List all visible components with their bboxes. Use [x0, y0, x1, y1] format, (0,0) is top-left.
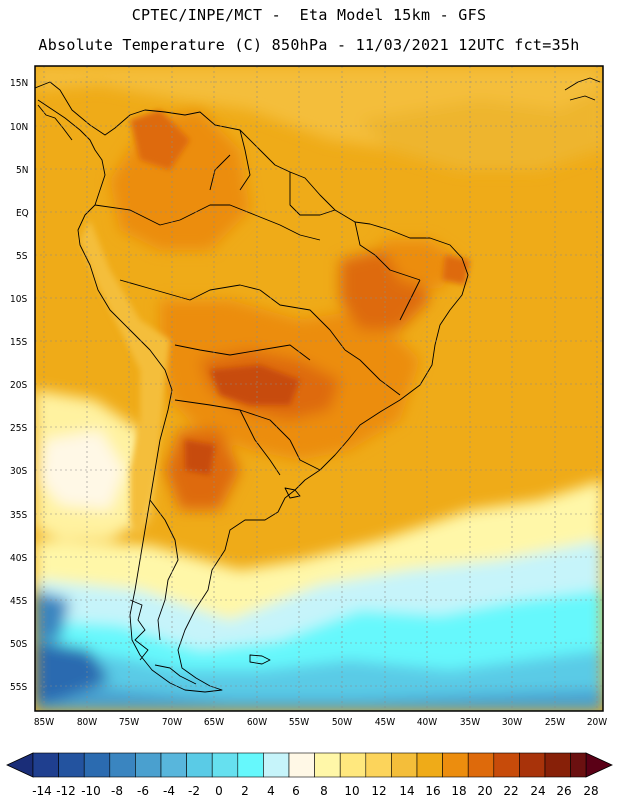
lat-label: 50S [10, 639, 27, 650]
colorbar-label: 6 [292, 784, 300, 798]
lon-label: 25W [545, 717, 565, 728]
colorbar-label: -6 [137, 784, 149, 798]
temperature-field [35, 66, 603, 711]
colorbar-swatch [442, 752, 469, 778]
lat-label: 15N [10, 78, 28, 89]
colorbar-label: 8 [320, 784, 328, 798]
colorbar-label: 28 [583, 784, 598, 798]
colorbar-swatch [416, 752, 443, 778]
colorbar-label: 14 [399, 784, 414, 798]
colorbar-label: -10 [81, 784, 101, 798]
colorbar-label: 26 [556, 784, 571, 798]
lat-label: 10S [10, 294, 27, 305]
map-frame [34, 65, 604, 712]
lat-label: EQ [16, 208, 29, 219]
colorbar-label: 0 [215, 784, 223, 798]
colorbar-swatch [135, 752, 162, 778]
lat-axis: 15N 10N 5N EQ 5S 10S 15S 20S 25S 30S 35S… [10, 78, 29, 693]
colorbar-label: -2 [188, 784, 200, 798]
colorbar-label: 22 [503, 784, 518, 798]
lon-label: 80W [77, 717, 97, 728]
colorbar-swatch [391, 752, 418, 778]
lon-label: 50W [332, 717, 352, 728]
lat-label: 20S [10, 380, 27, 391]
lon-axis: 85W 80W 75W 70W 65W 60W 55W 50W 45W 40W … [34, 717, 607, 728]
colorbar-label: -12 [56, 784, 76, 798]
colorbar-swatch [570, 752, 587, 778]
lon-label: 30W [502, 717, 522, 728]
colorbar-label: 24 [530, 784, 545, 798]
colorbar-swatch [544, 752, 571, 778]
lon-label: 35W [460, 717, 480, 728]
lat-label: 35S [10, 510, 27, 521]
lat-label: 10N [10, 122, 28, 133]
colorbar-swatch [288, 752, 315, 778]
colorbar-swatch [519, 752, 546, 778]
colorbar-swatch [83, 752, 111, 778]
colorbar-swatch [314, 752, 341, 778]
lat-label: 40S [10, 553, 27, 564]
colorbar-swatch [58, 752, 85, 778]
lat-label: 25S [10, 423, 27, 434]
lon-label: 85W [34, 717, 54, 728]
colorbar-label: -14 [32, 784, 52, 798]
colorbar-swatch [186, 752, 213, 778]
lat-label: 5N [16, 165, 28, 176]
colorbar-label: 10 [344, 784, 359, 798]
colorbar-label: 12 [371, 784, 386, 798]
colorbar: -14 -12 -10 -8 -6 -4 -2 0 2 4 6 8 10 12 … [6, 752, 613, 798]
colorbar-label: -4 [163, 784, 175, 798]
lat-label: 30S [10, 466, 27, 477]
lon-label: 65W [204, 717, 224, 728]
colorbar-swatch [32, 752, 59, 778]
colorbar-label: 4 [267, 784, 275, 798]
lon-label: 60W [247, 717, 267, 728]
colorbar-label: 20 [477, 784, 492, 798]
colorbar-min-arrow [6, 752, 34, 778]
colorbar-swatch [109, 752, 136, 778]
lon-label: 40W [417, 717, 437, 728]
colorbar-label: -8 [111, 784, 123, 798]
lon-label: 70W [162, 717, 182, 728]
header-title-line-1: CPTEC/INPE/MCT - Eta Model 15km - GFS [131, 6, 487, 24]
colorbar-label: 2 [241, 784, 249, 798]
colorbar-swatch [339, 752, 367, 778]
colorbar-label: 16 [425, 784, 440, 798]
colorbar-swatch [237, 752, 264, 778]
colorbar-swatch [263, 752, 290, 778]
lat-label: 55S [10, 682, 27, 693]
lon-label: 20W [587, 717, 607, 728]
colorbar-swatch [365, 752, 392, 778]
colorbar-swatch [211, 752, 239, 778]
temperature-map: 15N 10N 5N EQ 5S 10S 15S 20S 25S 30S 35S… [6, 65, 613, 798]
colorbar-swatch [160, 752, 187, 778]
lat-label: 45S [10, 596, 27, 607]
header-title-line-2: Absolute Temperature (C) 850hPa - 11/03/… [38, 36, 580, 54]
colorbar-swatch [467, 752, 495, 778]
coastlines [35, 77, 601, 693]
lon-label: 45W [375, 717, 395, 728]
colorbar-swatch [493, 752, 520, 778]
lon-label: 75W [119, 717, 139, 728]
colorbar-label: 18 [451, 784, 466, 798]
lat-label: 5S [16, 251, 28, 262]
colorbar-max-arrow [585, 752, 613, 778]
lat-label: 15S [10, 337, 27, 348]
lon-label: 55W [289, 717, 309, 728]
